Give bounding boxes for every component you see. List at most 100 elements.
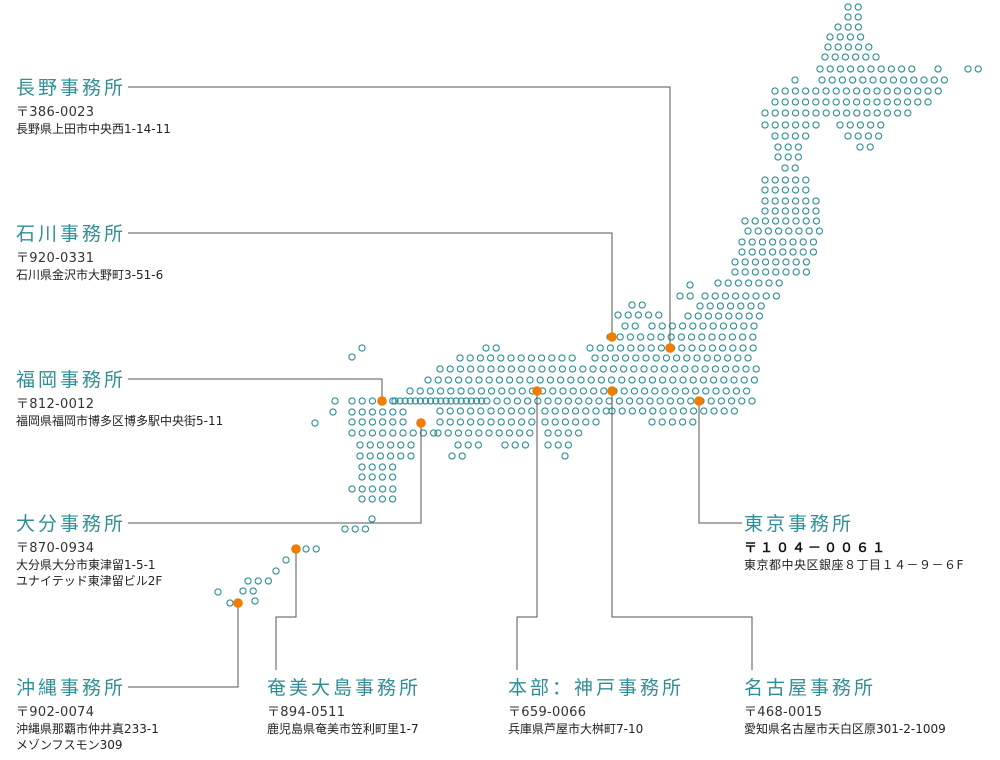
land-dot <box>366 441 374 449</box>
office-amami: 奄美大島事務所 〒894-0511 鹿児島県奄美市笠利町里1-7 <box>267 677 421 737</box>
land-dot <box>446 365 454 373</box>
land-dot <box>558 354 566 362</box>
land-dot <box>859 76 867 84</box>
land-dot <box>597 376 606 384</box>
land-dot <box>704 312 713 320</box>
land-dot <box>666 397 675 405</box>
land-dot <box>579 387 588 395</box>
land-dot <box>456 407 465 415</box>
land-dot <box>605 397 613 405</box>
land-dot <box>866 121 875 129</box>
land-dot <box>748 397 756 405</box>
land-dot <box>434 429 442 437</box>
land-dot <box>631 322 639 330</box>
land-dot <box>454 441 462 449</box>
land-dot <box>784 143 792 151</box>
land-dot <box>903 98 912 106</box>
land-dot <box>758 248 767 256</box>
leader-nagoya <box>611 391 753 670</box>
land-dot <box>676 397 685 405</box>
land-dot <box>574 429 583 437</box>
land-dot <box>877 121 885 129</box>
land-dot <box>761 109 769 117</box>
land-dot <box>893 109 902 117</box>
land-dot <box>846 33 855 41</box>
land-dot <box>466 407 475 415</box>
land-dot <box>802 268 811 276</box>
land-dot <box>485 376 493 384</box>
land-dot <box>772 268 780 276</box>
land-dot <box>742 292 750 300</box>
land-dot <box>625 397 634 405</box>
land-dot <box>621 354 630 362</box>
land-dot <box>698 344 706 352</box>
land-dot <box>856 33 865 41</box>
land-dot <box>730 407 739 415</box>
land-dot <box>272 567 280 575</box>
land-dot <box>730 376 738 384</box>
land-dot <box>477 397 486 405</box>
land-dot <box>640 387 649 395</box>
land-dot <box>386 441 395 449</box>
land-dot <box>388 473 397 481</box>
land-dot <box>751 268 760 276</box>
office-zip: 〒659-0066 <box>508 705 587 720</box>
land-dot <box>556 376 565 384</box>
land-dot <box>821 53 829 61</box>
land-dot <box>661 387 669 395</box>
land-dot <box>474 441 483 449</box>
land-dot <box>426 397 435 405</box>
land-dot <box>477 387 486 395</box>
land-dot <box>456 365 465 373</box>
land-dot <box>492 344 500 352</box>
land-dot <box>507 354 515 362</box>
land-dot <box>795 227 803 235</box>
land-dot <box>731 268 739 276</box>
land-dot <box>744 354 752 362</box>
land-dot <box>358 463 366 471</box>
land-dot <box>691 387 700 395</box>
office-name: 石川事務所 <box>16 223 127 245</box>
land-dot <box>791 207 800 215</box>
land-dot <box>348 408 356 416</box>
land-dot <box>774 143 782 151</box>
land-dot <box>889 76 898 84</box>
land-dot <box>508 387 516 395</box>
land-dot <box>728 333 737 341</box>
land-dot <box>844 132 852 140</box>
land-dot <box>554 397 562 405</box>
land-dot <box>657 333 665 341</box>
office-nagoya: 名古屋事務所 〒468-0015 愛知県名古屋市天白区原301-2-1009 <box>744 677 946 737</box>
land-dot <box>869 76 877 84</box>
land-dot <box>744 279 753 287</box>
land-dot <box>678 418 687 426</box>
land-dot <box>482 344 490 352</box>
land-dot <box>616 333 624 341</box>
land-dot <box>771 98 779 106</box>
land-dot <box>472 397 481 405</box>
land-dot <box>701 365 709 373</box>
land-dot <box>874 132 883 140</box>
land-dot <box>457 397 465 405</box>
land-dot <box>761 186 769 194</box>
land-dot <box>368 495 376 503</box>
land-dot <box>477 365 485 373</box>
land-dot <box>486 354 495 362</box>
land-dot <box>487 418 495 426</box>
land-dot <box>805 227 813 235</box>
land-dot <box>650 365 658 373</box>
land-dot <box>794 143 803 151</box>
land-dot <box>726 302 735 310</box>
office-name: 福岡事務所 <box>16 369 127 391</box>
land-dot <box>628 301 636 309</box>
land-dot <box>710 407 718 415</box>
land-dot <box>358 408 366 416</box>
land-dot <box>930 76 938 84</box>
land-dot <box>485 429 493 437</box>
land-dot <box>711 292 719 300</box>
land-dot <box>503 397 511 405</box>
land-dot <box>940 76 949 84</box>
land-dot <box>689 418 697 426</box>
land-dot <box>611 354 620 362</box>
land-dot <box>647 344 655 352</box>
